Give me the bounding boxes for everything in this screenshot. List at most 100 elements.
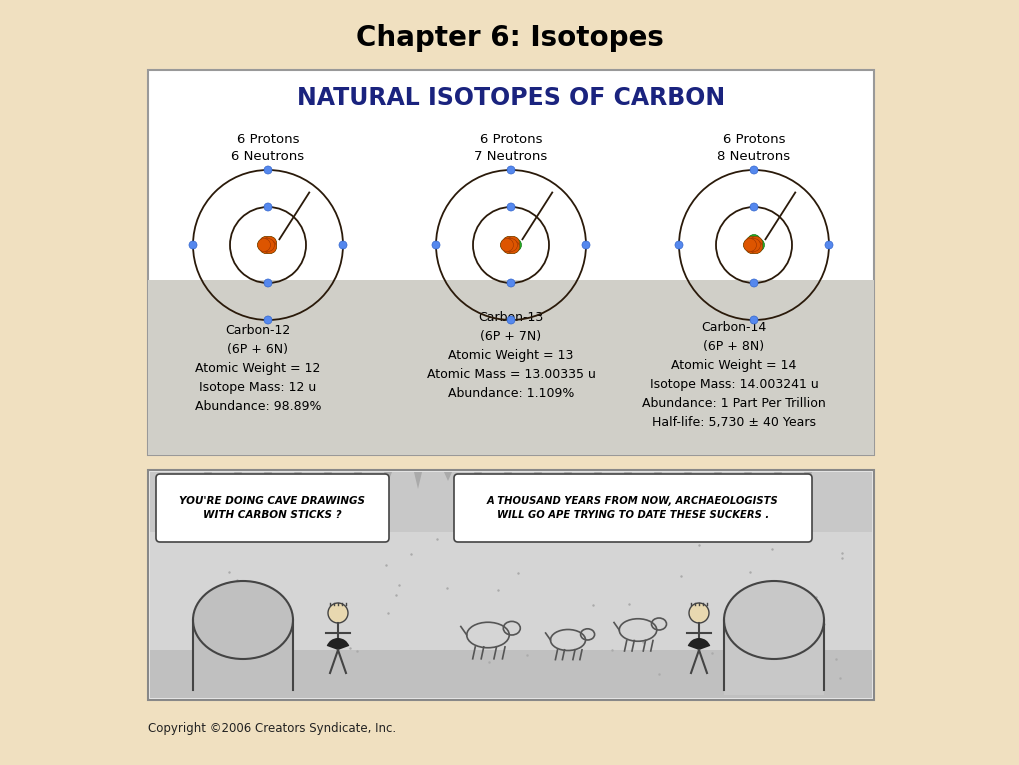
Circle shape — [506, 203, 515, 211]
Circle shape — [749, 279, 757, 287]
Circle shape — [264, 279, 272, 287]
Circle shape — [745, 236, 758, 249]
Circle shape — [257, 239, 270, 252]
Circle shape — [749, 166, 757, 174]
Ellipse shape — [193, 581, 292, 659]
Circle shape — [504, 239, 517, 252]
Bar — [148, 470, 873, 700]
Polygon shape — [293, 472, 302, 480]
Circle shape — [504, 239, 517, 252]
Polygon shape — [414, 472, 422, 489]
Polygon shape — [564, 472, 572, 486]
Circle shape — [749, 240, 762, 253]
Circle shape — [338, 241, 346, 249]
Circle shape — [582, 241, 589, 249]
Circle shape — [263, 236, 276, 249]
Polygon shape — [264, 472, 272, 489]
Polygon shape — [383, 472, 391, 482]
Ellipse shape — [723, 581, 823, 659]
Circle shape — [259, 240, 272, 253]
Circle shape — [745, 236, 758, 249]
Circle shape — [745, 240, 758, 253]
Circle shape — [506, 166, 515, 174]
Circle shape — [502, 236, 515, 249]
Bar — [723, 620, 823, 695]
Polygon shape — [233, 472, 242, 483]
Circle shape — [747, 239, 760, 252]
Circle shape — [259, 240, 272, 253]
Circle shape — [432, 241, 439, 249]
Circle shape — [264, 203, 272, 211]
Polygon shape — [593, 472, 601, 483]
Polygon shape — [204, 472, 212, 486]
Circle shape — [264, 166, 272, 174]
Polygon shape — [743, 472, 751, 481]
Circle shape — [747, 235, 760, 248]
Circle shape — [263, 240, 276, 253]
Bar — [150, 472, 871, 532]
Circle shape — [506, 240, 519, 253]
Circle shape — [749, 240, 762, 253]
Text: 6 Protons
7 Neutrons: 6 Protons 7 Neutrons — [474, 133, 547, 163]
Polygon shape — [684, 472, 691, 481]
Text: YOU'RE DOING CAVE DRAWINGS
WITH CARBON STICKS ?: YOU'RE DOING CAVE DRAWINGS WITH CARBON S… — [179, 496, 365, 519]
Text: 6 Protons
6 Neutrons: 6 Protons 6 Neutrons — [231, 133, 305, 163]
Circle shape — [500, 239, 513, 252]
Circle shape — [261, 239, 274, 252]
Polygon shape — [324, 472, 331, 484]
Polygon shape — [624, 472, 632, 491]
Circle shape — [328, 603, 347, 623]
Polygon shape — [474, 472, 482, 482]
Circle shape — [259, 236, 272, 249]
FancyBboxPatch shape — [156, 474, 388, 542]
FancyBboxPatch shape — [453, 474, 811, 542]
Polygon shape — [503, 472, 512, 485]
Circle shape — [675, 241, 683, 249]
Polygon shape — [803, 472, 811, 485]
Bar — [148, 280, 873, 455]
Circle shape — [506, 236, 519, 249]
Circle shape — [751, 239, 764, 252]
Circle shape — [749, 236, 762, 249]
Polygon shape — [354, 472, 362, 489]
Circle shape — [508, 239, 521, 252]
Circle shape — [264, 316, 272, 324]
Text: A THOUSAND YEARS FROM NOW, ARCHAEOLOGISTS
WILL GO APE TRYING TO DATE THESE SUCKE: A THOUSAND YEARS FROM NOW, ARCHAEOLOGIST… — [487, 496, 779, 519]
Wedge shape — [687, 638, 709, 650]
Circle shape — [263, 240, 276, 253]
Bar — [193, 620, 292, 695]
Circle shape — [824, 241, 833, 249]
Polygon shape — [653, 472, 661, 486]
Text: Carbon-12
(6P + 6N)
Atomic Weight = 12
Isotope Mass: 12 u
Abundance: 98.89%: Carbon-12 (6P + 6N) Atomic Weight = 12 I… — [195, 324, 321, 412]
Circle shape — [189, 241, 197, 249]
Circle shape — [749, 316, 757, 324]
Text: Carbon-14
(6P + 8N)
Atomic Weight = 14
Isotope Mass: 14.003241 u
Abundance: 1 Pa: Carbon-14 (6P + 8N) Atomic Weight = 14 I… — [642, 321, 825, 429]
Text: Copyright ©2006 Creators Syndicate, Inc.: Copyright ©2006 Creators Syndicate, Inc. — [148, 722, 395, 735]
Circle shape — [502, 240, 515, 253]
Wedge shape — [326, 638, 348, 650]
Circle shape — [745, 240, 758, 253]
Text: 6 Protons
8 Neutrons: 6 Protons 8 Neutrons — [716, 133, 790, 163]
Circle shape — [261, 239, 274, 252]
Circle shape — [747, 239, 760, 252]
Polygon shape — [773, 472, 782, 485]
Text: NATURAL ISOTOPES OF CARBON: NATURAL ISOTOPES OF CARBON — [297, 86, 725, 110]
Polygon shape — [443, 472, 451, 481]
Circle shape — [502, 236, 515, 249]
Bar — [148, 70, 873, 455]
Circle shape — [506, 279, 515, 287]
Bar — [150, 472, 871, 698]
Circle shape — [506, 316, 515, 324]
Polygon shape — [534, 472, 541, 487]
Text: Carbon-13
(6P + 7N)
Atomic Weight = 13
Atomic Mass = 13.00335 u
Abundance: 1.109: Carbon-13 (6P + 7N) Atomic Weight = 13 A… — [426, 311, 595, 399]
Circle shape — [257, 239, 270, 252]
Circle shape — [500, 239, 513, 252]
Circle shape — [749, 236, 762, 249]
Polygon shape — [713, 472, 721, 482]
Circle shape — [506, 240, 519, 253]
Circle shape — [263, 236, 276, 249]
Circle shape — [502, 240, 515, 253]
Circle shape — [743, 239, 756, 252]
Circle shape — [749, 203, 757, 211]
Circle shape — [743, 239, 756, 252]
